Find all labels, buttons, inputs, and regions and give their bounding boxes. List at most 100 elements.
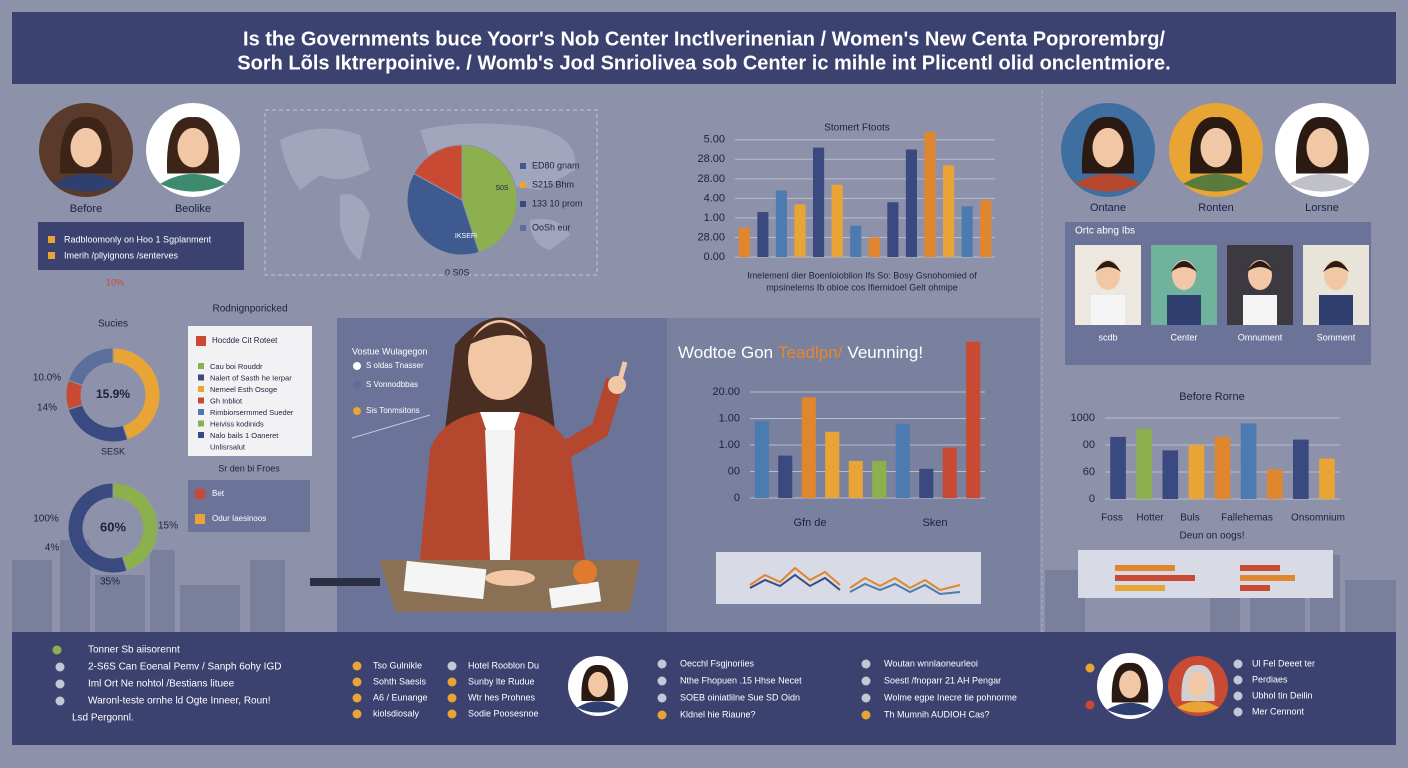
label: Nemeel Esth Osoge <box>210 385 277 394</box>
slice <box>461 144 518 253</box>
icon <box>352 709 362 719</box>
icon <box>1233 659 1243 669</box>
bar <box>1293 439 1309 499</box>
bar <box>942 447 957 498</box>
teacher <box>310 317 640 612</box>
bar <box>868 237 880 257</box>
label: Sohth Saesis <box>373 676 427 686</box>
label: 15% <box>158 521 178 532</box>
bar <box>848 460 863 498</box>
y-tick-label: 0.00 <box>704 251 725 263</box>
icon <box>861 659 871 669</box>
icon <box>447 693 457 703</box>
label: Mer Cennont <box>1252 706 1305 716</box>
label: Imerih /pllyignons /senterves <box>64 250 179 260</box>
label: Soestl /fnoparr 21 AH Pengar <box>884 675 1001 685</box>
icon <box>1233 675 1243 685</box>
photo-hair <box>1095 261 1121 272</box>
icon <box>1085 700 1095 710</box>
bar <box>1214 436 1231 499</box>
y-tick-label: 28.00 <box>697 153 725 165</box>
label: Kldnel hie Riaune? <box>680 709 756 719</box>
label: 10% <box>106 277 124 287</box>
icon <box>447 709 457 719</box>
bar <box>943 165 955 257</box>
bar <box>961 206 973 257</box>
label: Ubhol tin Deilin <box>1252 690 1313 700</box>
mini-line-charts <box>716 550 1333 604</box>
avatar-label: Beolike <box>175 203 211 215</box>
label: Iml Ort Ne nohtol /Bestians lituee <box>88 679 235 690</box>
legend-label: 133 10 prom <box>532 198 583 208</box>
photo-body <box>1167 295 1201 325</box>
icon <box>352 693 362 703</box>
icon <box>657 710 667 720</box>
label: Nthe Fhopuen .15 Hhse Necet <box>680 675 802 685</box>
bar <box>850 225 862 257</box>
info-box <box>38 222 244 270</box>
label: Th Mumnih AUDIOH Cas? <box>884 709 990 719</box>
bar <box>1319 458 1335 499</box>
slice <box>67 347 114 386</box>
bar <box>1162 450 1179 499</box>
legend-swatch <box>520 182 526 188</box>
bar <box>775 190 787 257</box>
bar <box>754 421 769 498</box>
bar <box>919 468 934 498</box>
label: Rodnignporicked <box>212 304 287 315</box>
avatar-label: Ontane <box>1090 202 1126 214</box>
legend-label: ED80 gnam <box>532 160 580 170</box>
avatar <box>146 103 240 197</box>
avatar-shirt <box>1183 173 1249 192</box>
title: Sorh Lõls Iktrerpoinive. / Womb's Jod Sn… <box>237 52 1170 74</box>
title-part: Veunning! <box>847 343 923 362</box>
label: S Vonnodbbas <box>366 380 418 389</box>
label: 15.9% <box>96 387 130 401</box>
icon <box>48 236 55 243</box>
label: Nalo bails 1 Oaneret <box>210 431 279 440</box>
icon <box>1233 707 1243 717</box>
bar <box>801 397 816 498</box>
label: Nalert of Sasth he Ierpar <box>210 373 292 382</box>
x-label: Fallehemas <box>1221 513 1273 524</box>
avatar <box>1097 653 1163 719</box>
y-tick-label: 4.00 <box>704 192 725 204</box>
legend-swatch <box>520 201 526 207</box>
y-tick-label: 28.00 <box>697 231 725 243</box>
y-tick-label: 1.00 <box>704 212 725 224</box>
label: Center <box>1170 332 1197 342</box>
photo-hair <box>1247 261 1273 272</box>
footer-band <box>12 632 1396 745</box>
photo-body <box>1243 295 1277 325</box>
x-label: Buls <box>1180 513 1199 524</box>
icon <box>861 693 871 703</box>
legend-swatch <box>520 225 526 231</box>
bar <box>966 341 981 498</box>
legend-swatch <box>198 409 204 415</box>
label: Radbloomonly on Hoo 1 Sgplanment <box>64 234 212 244</box>
legend-swatch <box>198 363 204 369</box>
label: S oldas Tnasser <box>366 361 424 370</box>
bar <box>831 184 843 257</box>
bar <box>1266 469 1283 499</box>
label: 2-S6S Can Eoenal Pemv / Sanph 6ohy IGD <box>88 662 281 673</box>
bullet <box>353 362 361 370</box>
label: Omnument <box>1238 332 1283 342</box>
bar <box>905 149 917 257</box>
icon <box>52 645 62 655</box>
avatar <box>1061 103 1155 197</box>
icon <box>55 662 65 672</box>
title: Is the Governments buce Yoorr's Nob Cent… <box>243 28 1165 50</box>
label: Tonner Sb aiisorennt <box>88 645 180 656</box>
avatar-face <box>70 127 102 168</box>
slice <box>406 172 480 256</box>
y-tick-label: 1.00 <box>719 412 740 424</box>
x-label: Gfn de <box>793 517 826 529</box>
slice <box>67 482 128 574</box>
icon <box>55 679 65 689</box>
label: mpsinelems Ib obioe cos Ifiernidoel Gelt… <box>766 282 958 292</box>
label: Sis Tonmsitons <box>366 406 420 415</box>
label: Hocdde Cit Roteet <box>212 336 278 345</box>
label: S0S <box>495 185 509 192</box>
